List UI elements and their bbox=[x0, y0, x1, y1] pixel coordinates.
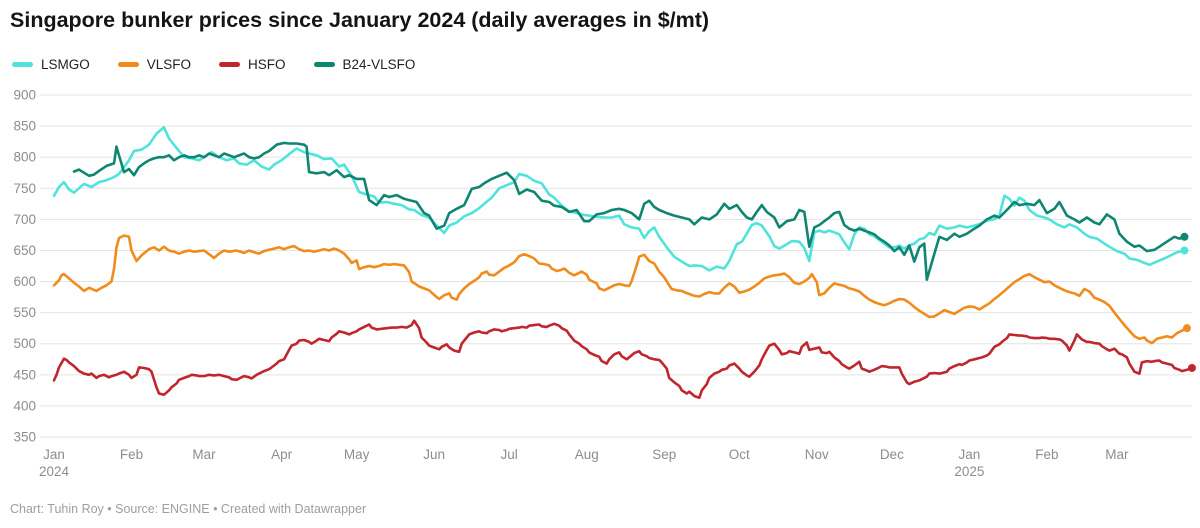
y-tick-label: 600 bbox=[13, 274, 36, 289]
y-tick-label: 800 bbox=[13, 150, 36, 165]
y-tick-label: 550 bbox=[13, 305, 36, 320]
legend-item-hsfo: HSFO bbox=[219, 57, 286, 72]
x-tick-label: Mar bbox=[192, 447, 216, 462]
y-tick-label: 500 bbox=[13, 336, 36, 351]
legend-label: VLSFO bbox=[146, 57, 192, 72]
legend-label: LSMGO bbox=[41, 57, 90, 72]
chart-footer: Chart: Tuhin Roy • Source: ENGINE • Crea… bbox=[10, 502, 367, 516]
x-tick-label: Feb bbox=[1035, 447, 1058, 462]
series-line-hsfo bbox=[52, 319, 1194, 400]
x-tick-label: Oct bbox=[729, 447, 750, 462]
series-end-dot-vlsfo bbox=[1182, 324, 1191, 333]
x-tick-label: Jun bbox=[423, 447, 445, 462]
legend-label: B24-VLSFO bbox=[342, 57, 416, 72]
y-tick-label: 850 bbox=[13, 119, 36, 134]
chart-title: Singapore bunker prices since January 20… bbox=[10, 8, 710, 32]
series-line-lsmgo bbox=[52, 126, 1186, 272]
legend-item-b24-vlsfo: B24-VLSFO bbox=[313, 57, 416, 72]
y-tick-label: 750 bbox=[13, 181, 36, 196]
x-tick-label: Jan bbox=[958, 447, 980, 462]
x-tick-label: Dec bbox=[880, 447, 904, 462]
legend-label: HSFO bbox=[248, 57, 286, 72]
y-tick-label: 900 bbox=[13, 88, 36, 103]
x-tick-label: May bbox=[344, 447, 370, 462]
series-end-dot-hsfo bbox=[1187, 363, 1196, 372]
x-tick-label: Jul bbox=[501, 447, 518, 462]
series-end-dot-b24-vlsfo bbox=[1180, 232, 1189, 241]
series-line-vlsfo bbox=[52, 234, 1189, 345]
x-tick-label: Mar bbox=[1105, 447, 1129, 462]
legend-swatch-icon bbox=[12, 62, 33, 67]
legend-swatch-icon bbox=[219, 62, 241, 67]
legend-item-vlsfo: VLSFO bbox=[117, 57, 192, 72]
x-tick-sublabel: 2024 bbox=[39, 464, 70, 479]
legend-swatch-icon bbox=[313, 62, 335, 67]
x-tick-label: Jan bbox=[43, 447, 65, 462]
x-tick-label: Nov bbox=[805, 447, 829, 462]
x-tick-label: Sep bbox=[652, 447, 676, 462]
series-end-dot-lsmgo bbox=[1180, 246, 1189, 255]
x-tick-label: Feb bbox=[120, 447, 143, 462]
y-tick-label: 450 bbox=[13, 367, 36, 382]
legend-item-lsmgo: LSMGO bbox=[12, 57, 90, 72]
legend: LSMGO VLSFO HSFO B24-VLSFO bbox=[12, 57, 415, 72]
y-tick-label: 400 bbox=[13, 398, 36, 413]
y-tick-label: 650 bbox=[13, 243, 36, 258]
y-tick-label: 700 bbox=[13, 212, 36, 227]
y-tick-label: 350 bbox=[13, 430, 36, 445]
legend-swatch-icon bbox=[117, 62, 139, 67]
x-tick-sublabel: 2025 bbox=[954, 464, 984, 479]
x-tick-label: Aug bbox=[575, 447, 599, 462]
x-tick-label: Apr bbox=[271, 447, 293, 462]
series-line-b24-vlsfo bbox=[72, 141, 1186, 282]
